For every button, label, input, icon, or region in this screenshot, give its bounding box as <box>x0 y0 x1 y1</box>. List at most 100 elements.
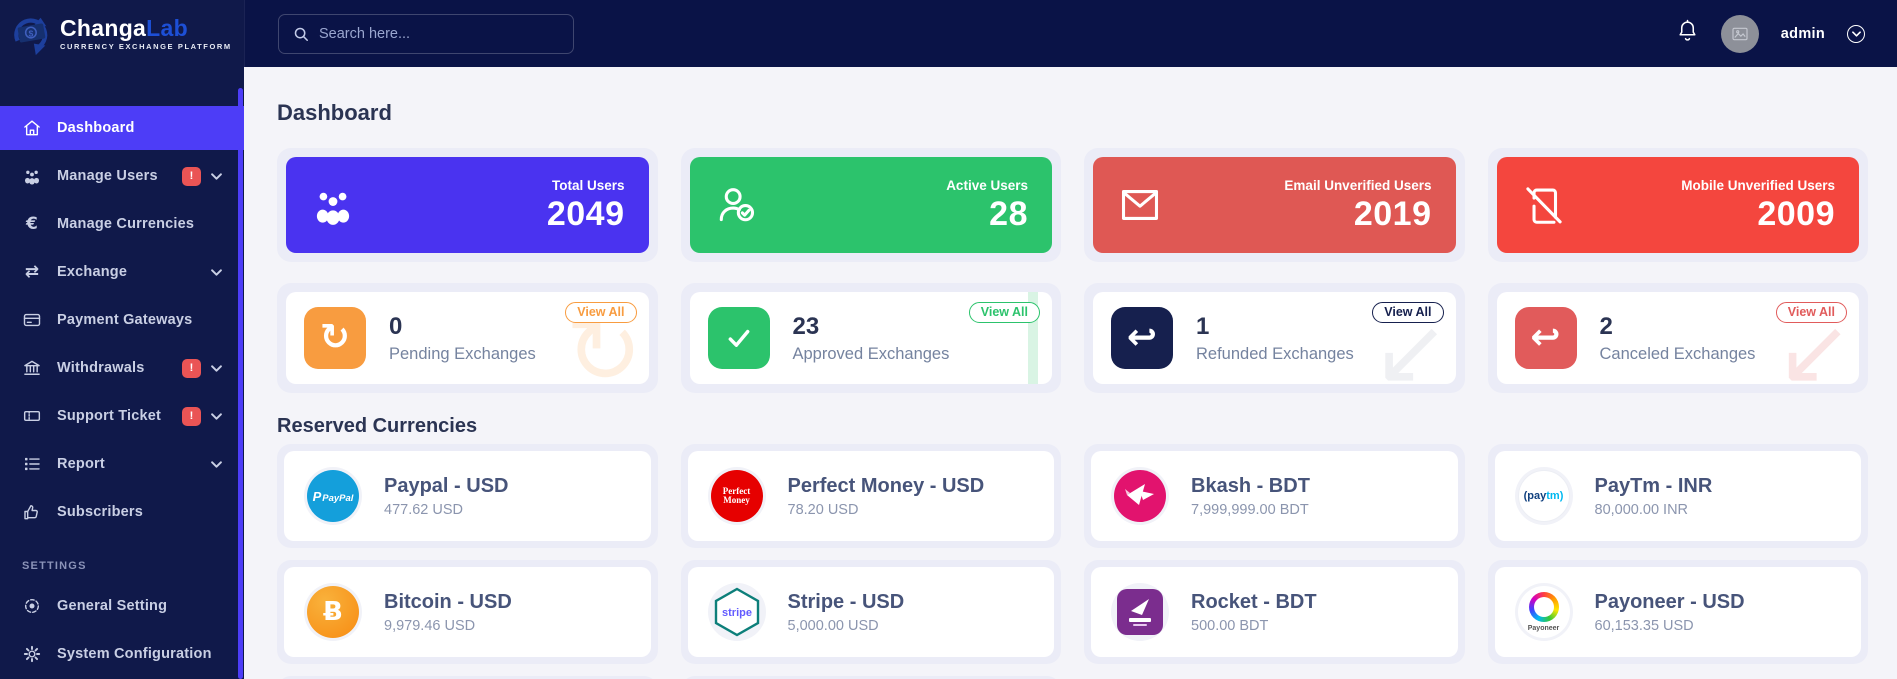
globe-icon <box>22 596 42 616</box>
currency-logo-halo: Perfect Money <box>707 467 766 525</box>
currency-logo-halo: (paytm) <box>1514 467 1573 525</box>
view-all-button[interactable]: View All <box>565 302 637 323</box>
sidebar-section-settings: SETTINGS <box>22 560 87 572</box>
view-all-button[interactable]: View All <box>1372 302 1444 323</box>
page-title: Dashboard <box>277 100 392 125</box>
exchange-card-canceled: View All ↩ 2 Canceled Exchanges ↙ <box>1487 283 1868 393</box>
sidebar-item-label: Subscribers <box>57 504 144 520</box>
sidebar-item-subscribers[interactable]: Subscribers <box>0 490 244 534</box>
sidebar-item-report[interactable]: Report <box>0 442 244 486</box>
chevron-down-icon <box>211 168 222 184</box>
currency-logo-halo <box>1111 467 1169 525</box>
stat-card-total-users: Total Users 2049 <box>277 148 658 262</box>
currency-amount: 60,153.35 USD <box>1594 617 1694 634</box>
sidebar-item-label: Manage Users <box>57 168 158 184</box>
sidebar-item-system-configuration[interactable]: System Configuration <box>0 632 244 676</box>
sidebar-item-label: General Setting <box>57 598 168 614</box>
view-all-button[interactable]: View All <box>968 302 1040 323</box>
sidebar-item-manage-users[interactable]: Manage Users ! <box>0 154 244 198</box>
undo-arrow-icon: ↩ <box>1514 307 1577 369</box>
stat-card-mobile-unverified: Mobile Unverified Users 2009 <box>1487 148 1868 262</box>
currency-logo-halo: Ƀ <box>304 583 362 641</box>
avatar[interactable] <box>1720 14 1759 53</box>
sidebar-item-label: Report <box>57 456 105 472</box>
bank-icon <box>22 358 42 378</box>
check-icon <box>707 307 770 369</box>
credit-card-icon <box>22 310 42 330</box>
users-icon <box>22 166 42 186</box>
currency-card-bkash: Bkash - BDT 7,999,999.00 BDT <box>1084 444 1465 548</box>
currency-amount: 7,999,999.00 BDT <box>1191 501 1309 518</box>
chevron-down-icon <box>211 360 222 376</box>
currency-card-perfect-money: Perfect Money Perfect Money - USD 78.20 U… <box>680 444 1061 548</box>
currency-card-paytm: (paytm) PayTm - INR 80,000.00 INR <box>1487 444 1868 548</box>
sidebar-item-exchange[interactable]: ⇄ Exchange <box>0 250 244 294</box>
stat-card-active-users: Active Users 28 <box>680 148 1061 262</box>
currency-name: Paypal - USD <box>384 474 509 497</box>
sidebar-scrollbar-thumb[interactable] <box>238 88 243 679</box>
search-icon <box>294 27 308 41</box>
sidebar-item-manage-currencies[interactable]: € Manage Currencies <box>0 202 244 246</box>
svg-text:stripe: stripe <box>722 607 752 619</box>
stat-card-email-unverified: Email Unverified Users 2019 <box>1084 148 1465 262</box>
alert-badge: ! <box>182 166 201 186</box>
exchange-label: Pending Exchanges <box>389 344 536 363</box>
currency-card-paypal: PPayPal Paypal - USD 477.62 USD <box>277 444 658 548</box>
currency-logo-halo: PPayPal <box>304 467 362 525</box>
brand-tagline: CURRENCY EXCHANGE PLATFORM <box>60 42 232 51</box>
svg-text:$: $ <box>29 28 34 38</box>
exchange-arrows-icon: ⇄ <box>24 261 40 282</box>
currency-name: Perfect Money - USD <box>787 474 985 497</box>
currency-name: Stripe - USD <box>787 590 905 613</box>
stat-value: 28 <box>989 195 1028 233</box>
exchange-label: Refunded Exchanges <box>1196 344 1354 363</box>
stripe-logo: stripe <box>711 586 763 638</box>
view-all-button[interactable]: View All <box>1775 302 1847 323</box>
reserved-currencies-title: Reserved Currencies <box>277 415 478 437</box>
sidebar-nav: Dashboard Manage Users ! € Manage Curren… <box>0 106 244 676</box>
mobile-slash-icon <box>1521 182 1571 228</box>
currency-name: Payoneer - USD <box>1594 590 1745 613</box>
stat-label: Email Unverified Users <box>1284 178 1432 193</box>
alert-badge: ! <box>182 358 201 378</box>
brand-logo[interactable]: $ ChangaLab CURRENCY EXCHANGE PLATFORM <box>0 0 244 67</box>
exchange-card-refunded: View All ↩ 1 Refunded Exchanges ↙ <box>1084 283 1465 393</box>
currency-card-partial <box>277 676 658 679</box>
stat-label: Mobile Unverified Users <box>1681 178 1835 193</box>
currency-name: Rocket - BDT <box>1191 590 1317 613</box>
stat-cards-row: Total Users 2049 Active Users 28 <box>277 148 1868 262</box>
search-box[interactable] <box>278 13 574 54</box>
account-chevron-down-icon[interactable] <box>1847 24 1865 43</box>
sidebar-item-general-setting[interactable]: General Setting <box>0 584 244 628</box>
rocket-logo <box>1117 589 1163 635</box>
currency-logo-halo: stripe <box>707 583 766 641</box>
exchange-count: 23 <box>792 312 820 340</box>
sidebar-item-dashboard[interactable]: Dashboard <box>0 106 244 150</box>
username-label[interactable]: admin <box>1780 25 1825 42</box>
exchange-label: Approved Exchanges <box>792 344 950 363</box>
search-input[interactable] <box>319 25 559 42</box>
main-content: Dashboard Total Users 2049 <box>244 67 1897 679</box>
brand-name: ChangaLab CURRENCY EXCHANGE PLATFORM <box>60 16 232 51</box>
perfect-money-logo: Perfect Money <box>710 470 763 522</box>
currency-amount: 9,979.46 USD <box>384 617 476 634</box>
sidebar-item-label: Payment Gateways <box>57 312 193 328</box>
exchange-card-pending: View All ↻ 0 Pending Exchanges ↻ <box>277 283 658 393</box>
stat-value: 2009 <box>1757 195 1835 233</box>
notification-bell-icon[interactable] <box>1676 19 1699 49</box>
exchange-count: 1 <box>1196 312 1210 340</box>
home-icon <box>22 118 42 138</box>
sidebar-item-support-ticket[interactable]: Support Ticket ! <box>0 394 244 438</box>
exchange-count: 0 <box>389 312 403 340</box>
currency-logo-halo: Payoneer <box>1514 583 1573 641</box>
sidebar-item-withdrawals[interactable]: Withdrawals ! <box>0 346 244 390</box>
currency-card-rocket: Rocket - BDT 500.00 BDT <box>1084 560 1465 664</box>
sidebar: $ ChangaLab CURRENCY EXCHANGE PLATFORM D… <box>0 0 244 679</box>
currency-name: Bitcoin - USD <box>384 590 512 613</box>
currency-amount: 500.00 BDT <box>1191 617 1269 634</box>
chevron-down-icon <box>211 264 222 280</box>
chevron-down-icon <box>211 456 222 472</box>
sidebar-item-label: Dashboard <box>57 120 135 136</box>
currency-card-payoneer: Payoneer Payoneer - USD 60,153.35 USD <box>1487 560 1868 664</box>
sidebar-item-payment-gateways[interactable]: Payment Gateways <box>0 298 244 342</box>
